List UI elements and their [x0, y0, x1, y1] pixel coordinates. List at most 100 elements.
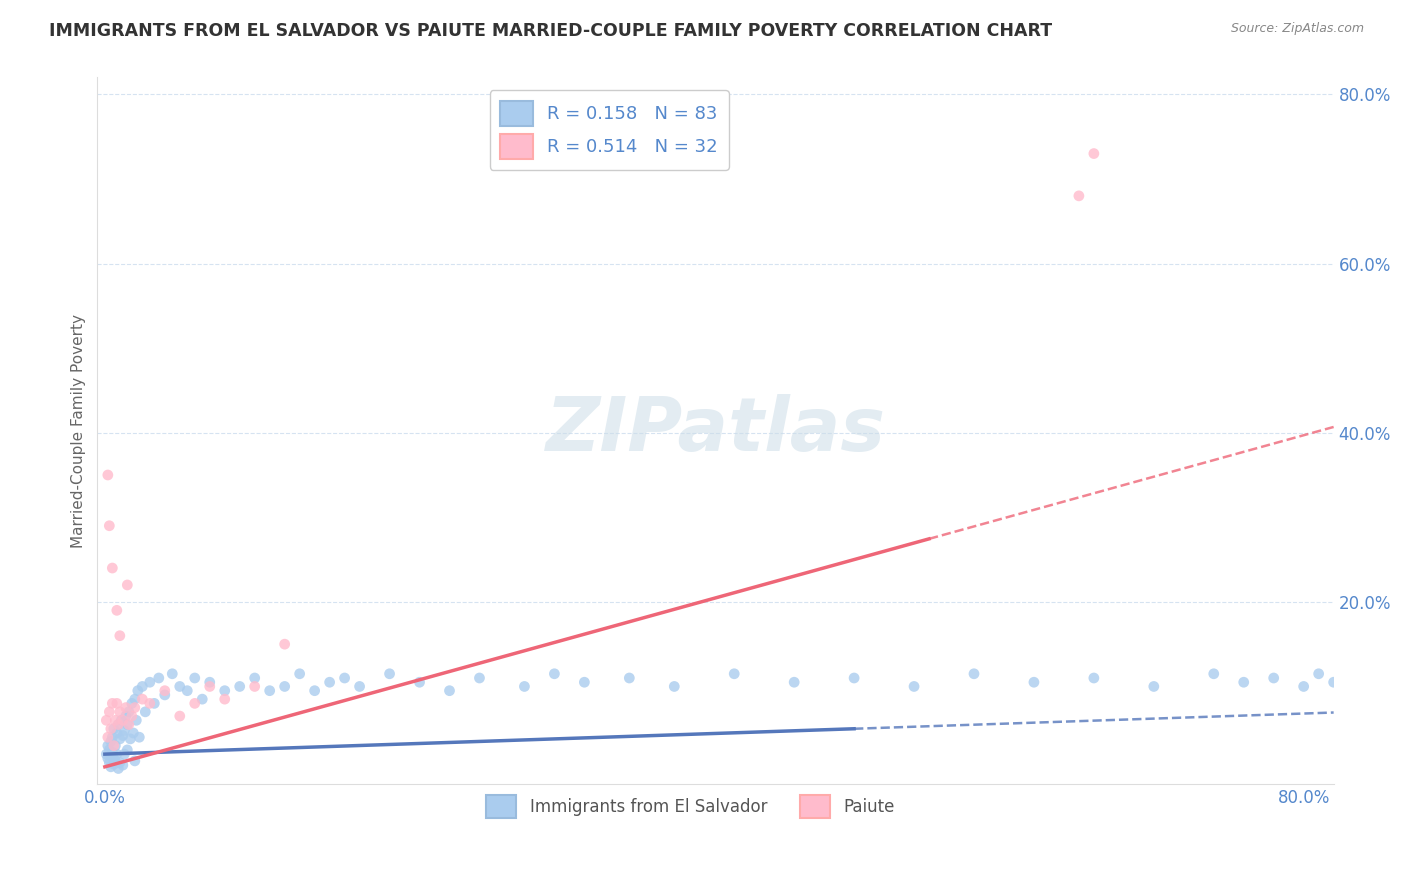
- Point: [125, 714, 148, 728]
- Point: [103, 751, 125, 765]
- Point: [1083, 146, 1105, 161]
- Point: [98, 518, 121, 533]
- Point: [574, 675, 596, 690]
- Point: [112, 723, 135, 738]
- Point: [111, 729, 134, 743]
- Point: [1022, 675, 1045, 690]
- Text: IMMIGRANTS FROM EL SALVADOR VS PAIUTE MARRIED-COUPLE FAMILY POVERTY CORRELATION : IMMIGRANTS FROM EL SALVADOR VS PAIUTE MA…: [49, 22, 1052, 40]
- Legend: Immigrants from El Salvador, Paiute: Immigrants from El Salvador, Paiute: [479, 788, 901, 825]
- Y-axis label: Married-Couple Family Poverty: Married-Couple Family Poverty: [72, 314, 86, 548]
- Point: [439, 683, 461, 698]
- Point: [134, 705, 156, 719]
- Point: [114, 709, 136, 723]
- Point: [214, 692, 236, 706]
- Point: [97, 751, 120, 765]
- Point: [100, 734, 122, 748]
- Point: [107, 762, 129, 776]
- Point: [114, 700, 136, 714]
- Point: [118, 717, 141, 731]
- Point: [148, 671, 170, 685]
- Point: [1233, 675, 1256, 690]
- Point: [104, 714, 127, 728]
- Point: [96, 747, 118, 761]
- Point: [1263, 671, 1285, 685]
- Point: [108, 731, 131, 746]
- Point: [105, 747, 128, 761]
- Point: [288, 666, 311, 681]
- Point: [97, 468, 120, 483]
- Point: [191, 692, 214, 706]
- Point: [1308, 666, 1330, 681]
- Point: [121, 709, 143, 723]
- Point: [103, 739, 125, 753]
- Point: [153, 683, 176, 698]
- Point: [176, 683, 198, 698]
- Point: [108, 629, 131, 643]
- Point: [97, 739, 120, 753]
- Point: [96, 714, 118, 728]
- Point: [100, 748, 122, 763]
- Point: [228, 680, 250, 694]
- Point: [1067, 189, 1090, 203]
- Point: [108, 756, 131, 770]
- Point: [1083, 671, 1105, 685]
- Point: [108, 705, 131, 719]
- Text: Source: ZipAtlas.com: Source: ZipAtlas.com: [1230, 22, 1364, 36]
- Point: [101, 697, 124, 711]
- Point: [1202, 666, 1225, 681]
- Point: [408, 675, 430, 690]
- Point: [543, 666, 565, 681]
- Point: [105, 603, 128, 617]
- Point: [98, 705, 121, 719]
- Point: [304, 683, 326, 698]
- Point: [100, 722, 122, 736]
- Point: [214, 683, 236, 698]
- Point: [131, 680, 153, 694]
- Text: ZIPatlas: ZIPatlas: [546, 394, 886, 467]
- Point: [112, 747, 135, 761]
- Point: [118, 705, 141, 719]
- Point: [513, 680, 536, 694]
- Point: [1292, 680, 1315, 694]
- Point: [259, 683, 281, 698]
- Point: [131, 692, 153, 706]
- Point: [101, 561, 124, 575]
- Point: [723, 666, 745, 681]
- Point: [100, 760, 122, 774]
- Point: [110, 714, 132, 728]
- Point: [124, 700, 146, 714]
- Point: [128, 730, 150, 744]
- Point: [184, 697, 207, 711]
- Point: [107, 717, 129, 731]
- Point: [120, 731, 142, 746]
- Point: [162, 666, 184, 681]
- Point: [153, 688, 176, 702]
- Point: [104, 739, 127, 753]
- Point: [243, 671, 266, 685]
- Point: [124, 692, 146, 706]
- Point: [111, 758, 134, 772]
- Point: [101, 746, 124, 760]
- Point: [117, 578, 139, 592]
- Point: [124, 754, 146, 768]
- Point: [783, 675, 806, 690]
- Point: [198, 680, 221, 694]
- Point: [105, 697, 128, 711]
- Point: [104, 754, 127, 768]
- Point: [117, 743, 139, 757]
- Point: [273, 637, 295, 651]
- Point: [121, 697, 143, 711]
- Point: [842, 671, 865, 685]
- Point: [349, 680, 371, 694]
- Point: [103, 722, 125, 736]
- Point: [963, 666, 986, 681]
- Point: [273, 680, 295, 694]
- Point: [107, 717, 129, 731]
- Point: [184, 671, 207, 685]
- Point: [105, 726, 128, 740]
- Point: [127, 683, 149, 698]
- Point: [139, 697, 162, 711]
- Point: [1143, 680, 1166, 694]
- Point: [169, 709, 191, 723]
- Point: [97, 730, 120, 744]
